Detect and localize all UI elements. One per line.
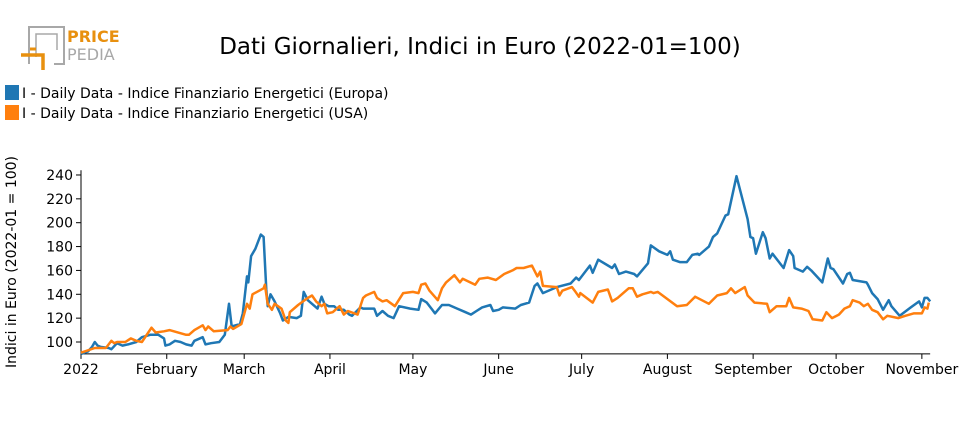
y-tick-label: 200 <box>46 216 73 232</box>
legend-label-usa: I - Daily Data - Indice Finanziario Ener… <box>22 106 368 122</box>
x-tick-label: October <box>808 362 864 378</box>
y-tick-label: 140 <box>46 287 73 303</box>
x-tick-label: September <box>714 362 792 378</box>
logo-text-top: PRICE <box>67 27 120 46</box>
y-tick-label: 180 <box>46 240 73 256</box>
plot-area: 100 120 140 160 180 200 220 240 2022 February Marc… <box>46 168 958 378</box>
legend-label-europa: I - Daily Data - Indice Finanziario Ener… <box>22 86 388 102</box>
pricepedia-logo: PRICE PEDIA <box>21 26 120 70</box>
x-tick-label: May <box>398 362 427 378</box>
logo-text-bottom: PEDIA <box>67 45 115 64</box>
y-tick-label: 220 <box>46 192 73 208</box>
x-tick-label: November <box>885 362 958 378</box>
logo-frame-inner <box>35 33 58 57</box>
x-tick-label: April <box>314 362 346 378</box>
y-tick-label: 120 <box>46 311 73 327</box>
logo-corner-orange <box>21 53 45 70</box>
y-tick-label: 160 <box>46 263 73 279</box>
series-line-europa <box>80 174 932 356</box>
chart-title: Dati Giornalieri, Indici in Euro (2022-0… <box>219 34 741 60</box>
y-axis-label: Indici in Euro (2022-01 = 100) <box>4 156 20 368</box>
y-tick-label: 240 <box>46 168 73 184</box>
x-tick-label: February <box>136 362 198 378</box>
x-tick-label: March <box>223 362 266 378</box>
legend: I - Daily Data - Indice Finanziario Ener… <box>5 85 388 122</box>
x-tick-label: June <box>482 362 514 378</box>
legend-swatch-usa <box>5 105 19 120</box>
x-tick-label: August <box>643 362 693 378</box>
legend-swatch-europa <box>5 85 19 100</box>
x-tick-label: 2022 <box>63 362 99 378</box>
y-tick-label: 100 <box>46 335 73 351</box>
logo-frame-outer <box>28 26 65 65</box>
series-line-usa <box>80 264 931 354</box>
x-tick-label: July <box>568 362 594 378</box>
